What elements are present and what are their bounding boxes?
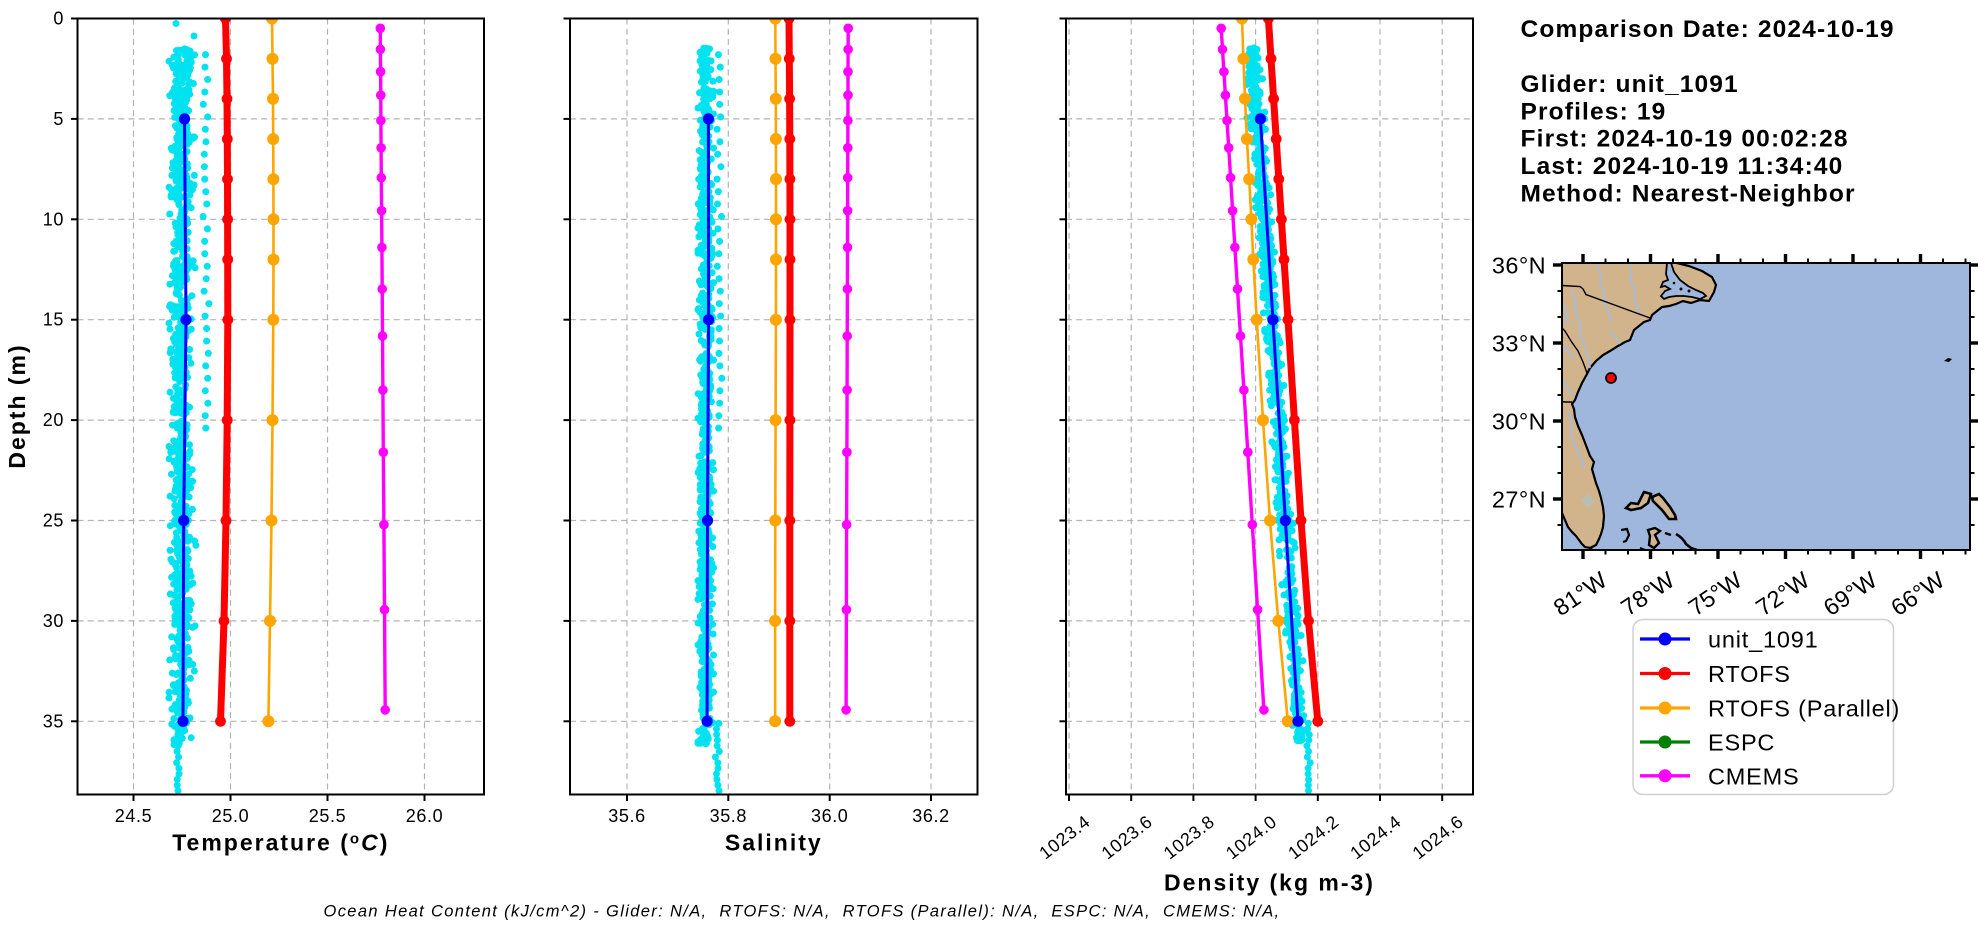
svg-text:26.0: 26.0 [406, 806, 443, 826]
svg-text:5: 5 [53, 109, 64, 129]
svg-text:20: 20 [43, 410, 64, 430]
svg-text:Comparison Date: 2024-10-19: Comparison Date: 2024-10-19 [1521, 16, 1895, 43]
svg-text:Profiles: 19: Profiles: 19 [1521, 98, 1667, 125]
svg-text:30°N: 30°N [1492, 409, 1546, 435]
svg-text:25: 25 [43, 511, 64, 531]
svg-text:Glider: unit_1091: Glider: unit_1091 [1521, 71, 1739, 98]
svg-text:27°N: 27°N [1492, 487, 1546, 513]
svg-text:CMEMS: CMEMS [1708, 763, 1799, 789]
svg-text:RTOFS: RTOFS [1708, 661, 1791, 687]
svg-text:Density (kg m-3): Density (kg m-3) [1164, 870, 1375, 896]
svg-text:35.6: 35.6 [608, 806, 645, 826]
svg-text:35.8: 35.8 [710, 806, 747, 826]
svg-text:RTOFS (Parallel): RTOFS (Parallel) [1708, 696, 1900, 722]
svg-text:30: 30 [43, 611, 64, 631]
svg-text:Last: 2024-10-19 11:34:40: Last: 2024-10-19 11:34:40 [1521, 153, 1844, 180]
svg-text:24.5: 24.5 [115, 806, 152, 826]
svg-text:ESPC: ESPC [1708, 730, 1775, 756]
svg-text:33°N: 33°N [1492, 331, 1546, 357]
svg-text:36°N: 36°N [1492, 253, 1546, 279]
svg-text:0: 0 [53, 9, 64, 29]
svg-text:unit_1091: unit_1091 [1708, 627, 1818, 653]
svg-text:Ocean Heat Content (kJ/cm^2) -: Ocean Heat Content (kJ/cm^2) - Glider: N… [324, 903, 1281, 921]
svg-text:15: 15 [43, 310, 64, 330]
svg-text:36.2: 36.2 [912, 806, 949, 826]
svg-text:36.0: 36.0 [811, 806, 848, 826]
svg-text:10: 10 [43, 209, 64, 229]
svg-text:25.0: 25.0 [212, 806, 249, 826]
svg-text:25.5: 25.5 [309, 806, 346, 826]
svg-text:First: 2024-10-19 00:02:28: First: 2024-10-19 00:02:28 [1521, 126, 1849, 153]
svg-text:Salinity: Salinity [725, 830, 823, 856]
svg-text:Method: Nearest-Neighbor: Method: Nearest-Neighbor [1521, 180, 1856, 207]
svg-text:35: 35 [43, 711, 64, 731]
svg-text:Depth (m): Depth (m) [4, 343, 30, 468]
